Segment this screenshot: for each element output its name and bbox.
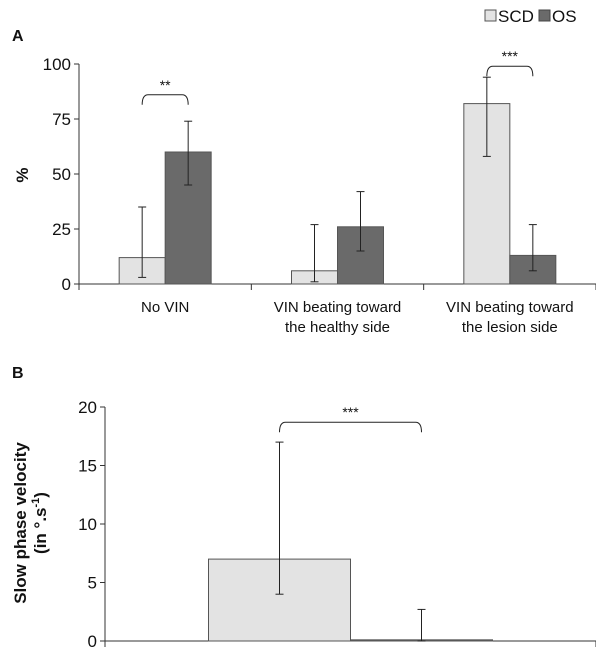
panel-b-significance-bracket <box>279 421 422 433</box>
panel-b-y-tick-label: 15 <box>78 457 97 476</box>
panel-a-significance-label: *** <box>502 48 519 64</box>
panel-a-category-label: No VIN <box>141 299 189 316</box>
panel-b-y-tick-label: 20 <box>78 398 97 417</box>
panel-a-significance-bracket <box>486 65 534 77</box>
panel-a-category-label: the healthy side <box>285 319 390 336</box>
panel-b-y-tick-label: 0 <box>88 632 97 651</box>
legend-label-scd: SCD <box>498 7 534 26</box>
panel-b-plot: 0 5 10 15 20 *** <box>78 398 596 651</box>
panel-b-y-label: Slow phase velocity (in °.s-1) <box>11 442 50 604</box>
panel-a-letter: A <box>12 28 24 45</box>
legend: SCD OS <box>484 7 577 26</box>
panel-a-y-tick-label: 100 <box>43 55 71 74</box>
panel-b-y-label-line1: Slow phase velocity <box>11 442 30 604</box>
panel-b-y-label-line2: (in °.s-1) <box>30 492 50 554</box>
panel-a-significance-bracket <box>141 94 189 105</box>
legend-label-os: OS <box>552 7 577 26</box>
panel-b-significance-label: *** <box>342 404 359 420</box>
panel-a-y-tick-label: 0 <box>62 275 71 294</box>
panel-a-y-tick-label: 75 <box>52 110 71 129</box>
legend-swatch-scd <box>484 9 497 22</box>
panel-a-y-tick-label: 25 <box>52 220 71 239</box>
panel-a-plot: 0 25 50 75 100 No VIN VIN beating toward the he… <box>43 48 596 336</box>
panel-b-y-tick-label: 5 <box>88 574 97 593</box>
panel-a-category-label: the lesion side <box>462 319 558 336</box>
panel-a-y-label: % <box>13 167 32 182</box>
panel-a-category-label: VIN beating toward <box>446 299 574 316</box>
panel-b-y-tick-label: 10 <box>78 515 97 534</box>
panel-a-bar-os <box>164 151 212 285</box>
panel-a-significance-label: ** <box>160 77 171 93</box>
panel-b-letter: B <box>12 365 24 382</box>
panel-a-category-label: VIN beating toward <box>274 299 402 316</box>
panel-a-y-tick-label: 50 <box>52 165 71 184</box>
legend-swatch-os <box>538 9 551 22</box>
